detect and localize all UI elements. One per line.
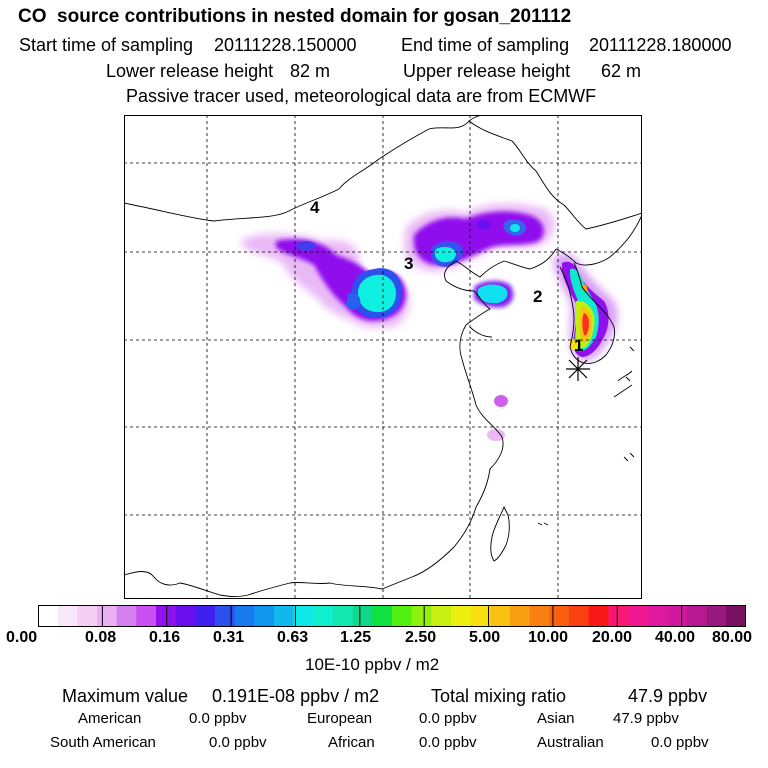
- colorbar-swatch: [529, 605, 550, 627]
- region-name: Australian: [537, 734, 604, 751]
- end-time-label: End time of sampling: [401, 35, 570, 55]
- region-name: Asian: [537, 710, 575, 727]
- colorbar-swatch: [411, 605, 432, 627]
- colorbar-swatch: [313, 605, 334, 627]
- colorbar: [38, 605, 746, 627]
- colorbar-tick: 0.63: [277, 629, 309, 646]
- plume-south: [487, 395, 508, 441]
- colorbar-swatch: [451, 605, 472, 627]
- colorbar-swatch: [372, 605, 393, 627]
- colorbar-swatch: [549, 605, 570, 627]
- colorbar-swatch: [215, 605, 236, 627]
- plume-korea: [554, 254, 618, 361]
- tracer-note: Passive tracer used, meteorological data…: [126, 86, 597, 106]
- colorbar-frame: [38, 605, 746, 627]
- source-label-1: 1: [574, 336, 583, 355]
- colorbar-swatch: [647, 605, 668, 627]
- colorbar-swatch: [136, 605, 157, 627]
- region-name: African: [328, 734, 375, 751]
- colorbar-tick: 10.00: [528, 629, 569, 646]
- region-name: American: [78, 710, 142, 727]
- colorbar-swatch: [156, 605, 177, 627]
- map-frame: [124, 115, 642, 599]
- colorbar-swatch: [706, 605, 727, 627]
- start-time-value: 20111228.150000: [214, 35, 357, 55]
- colorbar-swatch: [490, 605, 511, 627]
- region-value: 47.9 ppbv: [613, 710, 679, 727]
- max-value-label: Maximum value: [62, 686, 189, 706]
- latlon-grid: [124, 115, 642, 599]
- source-label-2: 2: [533, 287, 542, 306]
- region-name: European: [307, 710, 373, 727]
- colorbar-swatch: [726, 605, 746, 627]
- coastlines: [124, 115, 642, 597]
- colorbar-swatch: [274, 605, 295, 627]
- plume-north: [404, 203, 555, 272]
- colorbar-swatch: [628, 605, 649, 627]
- colorbar-swatch: [234, 605, 255, 627]
- colorbar-swatch: [77, 605, 98, 627]
- upper-height-value: 62 m: [601, 61, 642, 81]
- colorbar-swatch: [195, 605, 216, 627]
- colorbar-swatch: [431, 605, 452, 627]
- max-value: 0.191E-08 ppbv / m2: [212, 686, 380, 706]
- colorbar-swatch: [175, 605, 196, 627]
- plume-shandong: [474, 280, 514, 308]
- colorbar-swatch: [97, 605, 118, 627]
- total-mixing-label: Total mixing ratio: [431, 686, 567, 706]
- colorbar-swatch: [392, 605, 413, 627]
- colorbar-tick: 0.08: [85, 629, 117, 646]
- colorbar-tick: 5.00: [469, 629, 501, 646]
- region-value: 0.0 ppbv: [419, 734, 477, 751]
- colorbar-tick: 1.25: [340, 629, 372, 646]
- colorbar-tick: 2.50: [405, 629, 437, 646]
- colorbar-tick: 80.00: [712, 629, 753, 646]
- colorbar-tick: 0.31: [213, 629, 245, 646]
- colorbar-swatch: [116, 605, 137, 627]
- colorbar-tick: 0.16: [149, 629, 181, 646]
- colorbar-swatch: [38, 605, 59, 627]
- colorbar-units: 10E-10 ppbv / m2: [305, 655, 440, 674]
- upper-height-label: Upper release height: [403, 61, 571, 81]
- end-time-value: 20111228.180000: [589, 35, 732, 55]
- region-name: South American: [50, 734, 156, 751]
- colorbar-swatch: [254, 605, 275, 627]
- start-time-label: Start time of sampling: [19, 35, 194, 55]
- receptor-star-icon: [566, 357, 590, 381]
- region-value: 0.0 ppbv: [209, 734, 267, 751]
- colorbar-tick: 20.00: [592, 629, 633, 646]
- lower-height-value: 82 m: [290, 61, 331, 81]
- colorbar-swatch: [333, 605, 354, 627]
- source-label-4: 4: [310, 198, 320, 217]
- colorbar-swatch: [687, 605, 708, 627]
- contribution-map: 1 2 3 4: [124, 115, 642, 599]
- colorbar-swatch: [667, 605, 688, 627]
- colorbar-swatch: [352, 605, 373, 627]
- colorbar-swatch: [608, 605, 629, 627]
- total-mixing-value: 47.9 ppbv: [628, 686, 708, 706]
- colorbar-swatch: [470, 605, 491, 627]
- colorbar-tick: 40.00: [655, 629, 696, 646]
- colorbar-swatch: [569, 605, 590, 627]
- colorbar-swatch: [57, 605, 78, 627]
- region-value: 0.0 ppbv: [419, 710, 477, 727]
- region-value: 0.0 ppbv: [651, 734, 709, 751]
- lower-height-label: Lower release height: [106, 61, 274, 81]
- plume-west: [242, 233, 409, 328]
- colorbar-tick: 0.00: [6, 629, 38, 646]
- colorbar-swatch: [588, 605, 609, 627]
- figure-title: CO source contributions in nested domain…: [18, 6, 572, 27]
- region-value: 0.0 ppbv: [189, 710, 247, 727]
- colorbar-swatch: [293, 605, 314, 627]
- colorbar-swatch: [510, 605, 531, 627]
- source-label-3: 3: [404, 254, 413, 273]
